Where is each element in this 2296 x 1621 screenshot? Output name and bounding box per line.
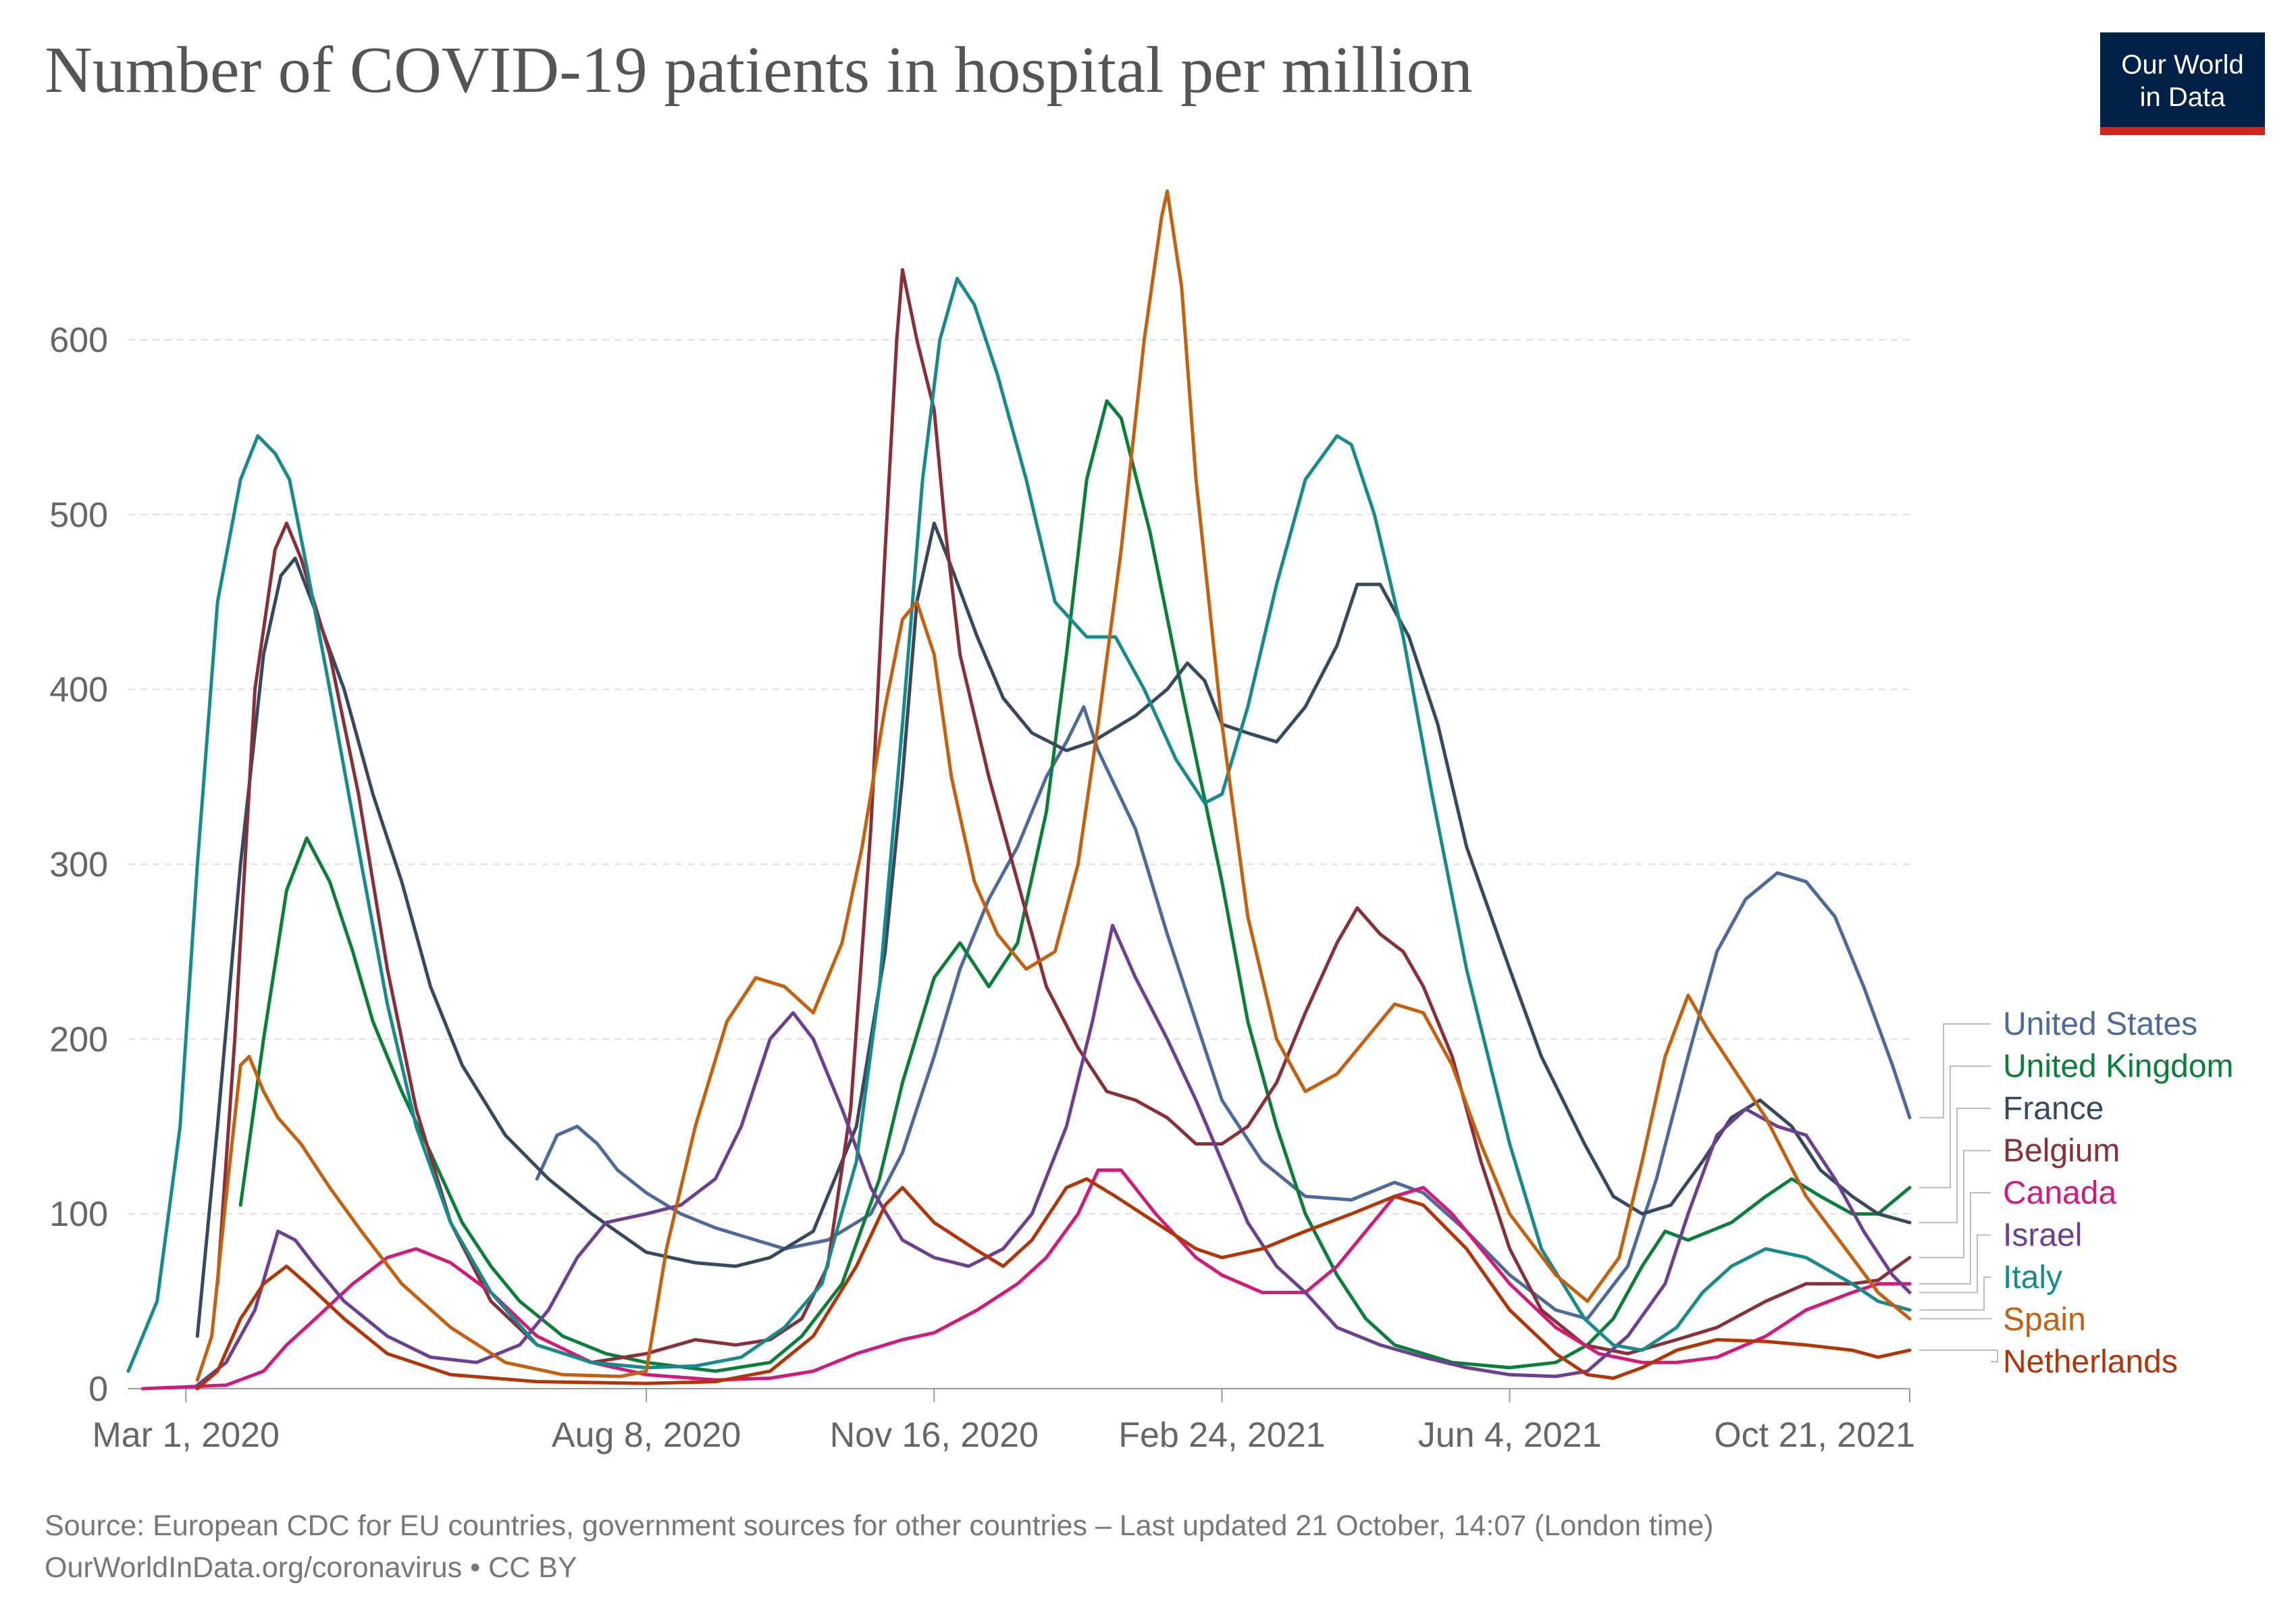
x-tick-label: Jun 4, 2021 xyxy=(1418,1416,1602,1455)
series-line-italy[interactable] xyxy=(126,276,1912,1373)
y-tick-label: 200 xyxy=(49,1020,108,1059)
x-tick-label: Aug 8, 2020 xyxy=(552,1416,741,1455)
series-line-france[interactable] xyxy=(195,521,1912,1338)
series-lines xyxy=(126,189,1912,1391)
legend-label-spain[interactable]: Spain xyxy=(2003,1302,2086,1338)
series-line-united-kingdom[interactable] xyxy=(238,399,1912,1373)
legend-label-canada[interactable]: Canada xyxy=(2003,1175,2116,1211)
y-tick-label: 400 xyxy=(49,671,108,710)
y-tick-label: 0 xyxy=(88,1370,108,1409)
legend-connector-france xyxy=(1919,1108,1991,1224)
chart-title: Number of COVID-19 patients in hospital … xyxy=(45,34,1473,107)
source-line-1: Source: European CDC for EU countries, g… xyxy=(45,1510,1714,1542)
x-tick-label: Mar 1, 2020 xyxy=(92,1416,280,1455)
x-tick-label: Nov 16, 2020 xyxy=(830,1416,1039,1455)
series-line-israel[interactable] xyxy=(195,923,1912,1387)
legend-connector-spain xyxy=(1919,1318,1991,1320)
owid-logo[interactable]: Our World in Data xyxy=(2100,32,2265,135)
source-note: Source: European CDC for EU countries, g… xyxy=(45,1505,1713,1589)
x-tick-label: Oct 21, 2021 xyxy=(1714,1416,1915,1455)
legend-connector-united-kingdom xyxy=(1919,1065,1991,1189)
legend-label-israel[interactable]: Israel xyxy=(2003,1218,2082,1254)
series-line-belgium[interactable] xyxy=(215,267,1912,1364)
legend-connector-belgium xyxy=(1919,1150,1991,1258)
series-line-netherlands[interactable] xyxy=(195,1177,1912,1391)
y-tick-label: 300 xyxy=(49,845,108,884)
y-tick-label: 500 xyxy=(49,496,108,535)
legend-connector-israel xyxy=(1919,1234,1991,1293)
legend-label-italy[interactable]: Italy xyxy=(2003,1260,2062,1295)
y-tick-label: 100 xyxy=(49,1195,108,1234)
legend-label-united-kingdom[interactable]: United Kingdom xyxy=(2003,1049,2234,1085)
source-line-2[interactable]: OurWorldInData.org/coronavirus • CC BY xyxy=(45,1551,577,1584)
y-tick-label: 600 xyxy=(49,321,108,360)
x-axis: Mar 1, 2020 Aug 8, 2020 Nov 16, 2020 Feb 24… xyxy=(92,1388,1915,1455)
legend: United States United Kingdom France Belgium… xyxy=(1919,1006,2234,1380)
legend-connector-canada xyxy=(1919,1192,1991,1285)
logo-line-1: Our World xyxy=(2121,50,2244,80)
legend-connector-italy xyxy=(1919,1277,1991,1311)
gridlines xyxy=(128,338,1910,1215)
legend-label-belgium[interactable]: Belgium xyxy=(2003,1133,2120,1169)
legend-connector-netherlands xyxy=(1919,1349,1998,1362)
series-line-canada[interactable] xyxy=(140,1168,1912,1391)
legend-label-netherlands[interactable]: Netherlands xyxy=(2003,1344,2178,1380)
legend-connector-united-states xyxy=(1919,1023,1991,1118)
logo-line-2: in Data xyxy=(2139,82,2226,112)
series-line-spain[interactable] xyxy=(195,189,1912,1382)
y-axis: 0 100 200 300 400 500 600 xyxy=(49,321,108,1409)
x-tick-label: Feb 24, 2021 xyxy=(1118,1416,1325,1455)
legend-label-france[interactable]: France xyxy=(2003,1091,2104,1127)
legend-label-united-states[interactable]: United States xyxy=(2003,1006,2197,1042)
series-line-united-states[interactable] xyxy=(535,705,1912,1320)
